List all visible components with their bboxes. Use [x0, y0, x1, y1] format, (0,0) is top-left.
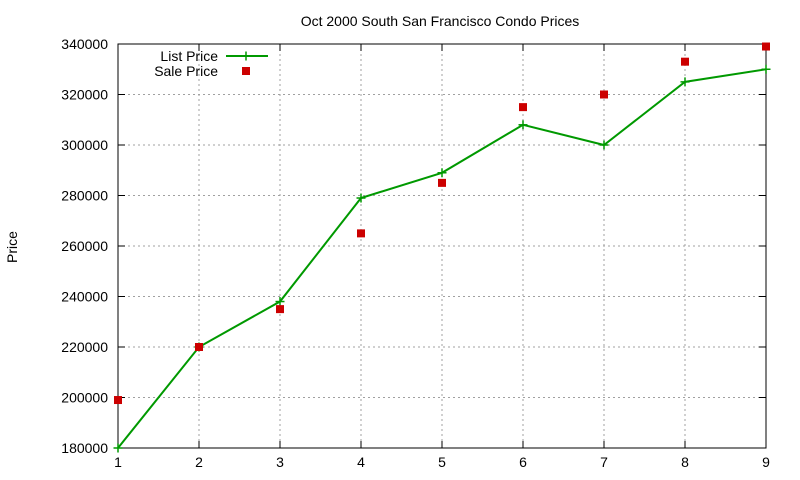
sale-price-point [114, 396, 122, 405]
sale-price-point [519, 103, 527, 112]
list-price-point [437, 168, 447, 178]
legend-label-sale-price: Sale Price [154, 63, 218, 79]
x-tick-label: 2 [195, 454, 203, 470]
x-tick-label: 7 [600, 454, 608, 470]
y-axis-title: Price [4, 231, 20, 263]
series [113, 42, 771, 453]
sale-price-point [762, 42, 770, 51]
list-price-line [117, 68, 767, 449]
list-price-point [761, 64, 771, 74]
y-tick-label: 260000 [61, 238, 108, 254]
list-price-point [599, 140, 609, 150]
list-price-point [113, 443, 123, 453]
x-tick-label: 6 [519, 454, 527, 470]
x-tick-label: 5 [438, 454, 446, 470]
legend-marker-list-price [241, 51, 251, 61]
y-tick-label: 200000 [61, 390, 108, 406]
y-tick-label: 300000 [61, 137, 108, 153]
grid [117, 43, 767, 449]
axes: 1 2 3 4 5 6 7 8 9 180000 200000 220000 240000 260000 2… [61, 36, 770, 470]
x-tick-label: 1 [114, 454, 122, 470]
sale-price-point [195, 343, 203, 351]
legend-label-list-price: List Price [160, 48, 218, 64]
chart-title: Oct 2000 South San Francisco Condo Price… [301, 13, 580, 29]
y-tick-label: 280000 [61, 188, 108, 204]
x-tick-label: 4 [357, 454, 365, 470]
series-sale-price [114, 42, 770, 405]
sale-price-point [357, 229, 365, 238]
legend-marker-sale-price [242, 67, 250, 75]
sale-price-point [438, 178, 446, 187]
x-tick-label: 9 [762, 454, 770, 470]
sale-price-point [600, 90, 608, 99]
list-price-point [356, 193, 366, 203]
x-tick-label: 3 [276, 454, 284, 470]
sale-price-point [276, 305, 284, 314]
y-tick-label: 320000 [61, 87, 108, 103]
sale-price-point [681, 57, 689, 66]
y-tick-label: 220000 [61, 339, 108, 355]
x-tick-label: 8 [681, 454, 689, 470]
y-tick-label: 180000 [61, 440, 108, 456]
list-price-point [275, 297, 285, 307]
y-tick-label: 240000 [61, 289, 108, 305]
list-price-point [518, 120, 528, 130]
y-tick-label: 340000 [61, 36, 108, 52]
list-price-point [680, 77, 690, 87]
